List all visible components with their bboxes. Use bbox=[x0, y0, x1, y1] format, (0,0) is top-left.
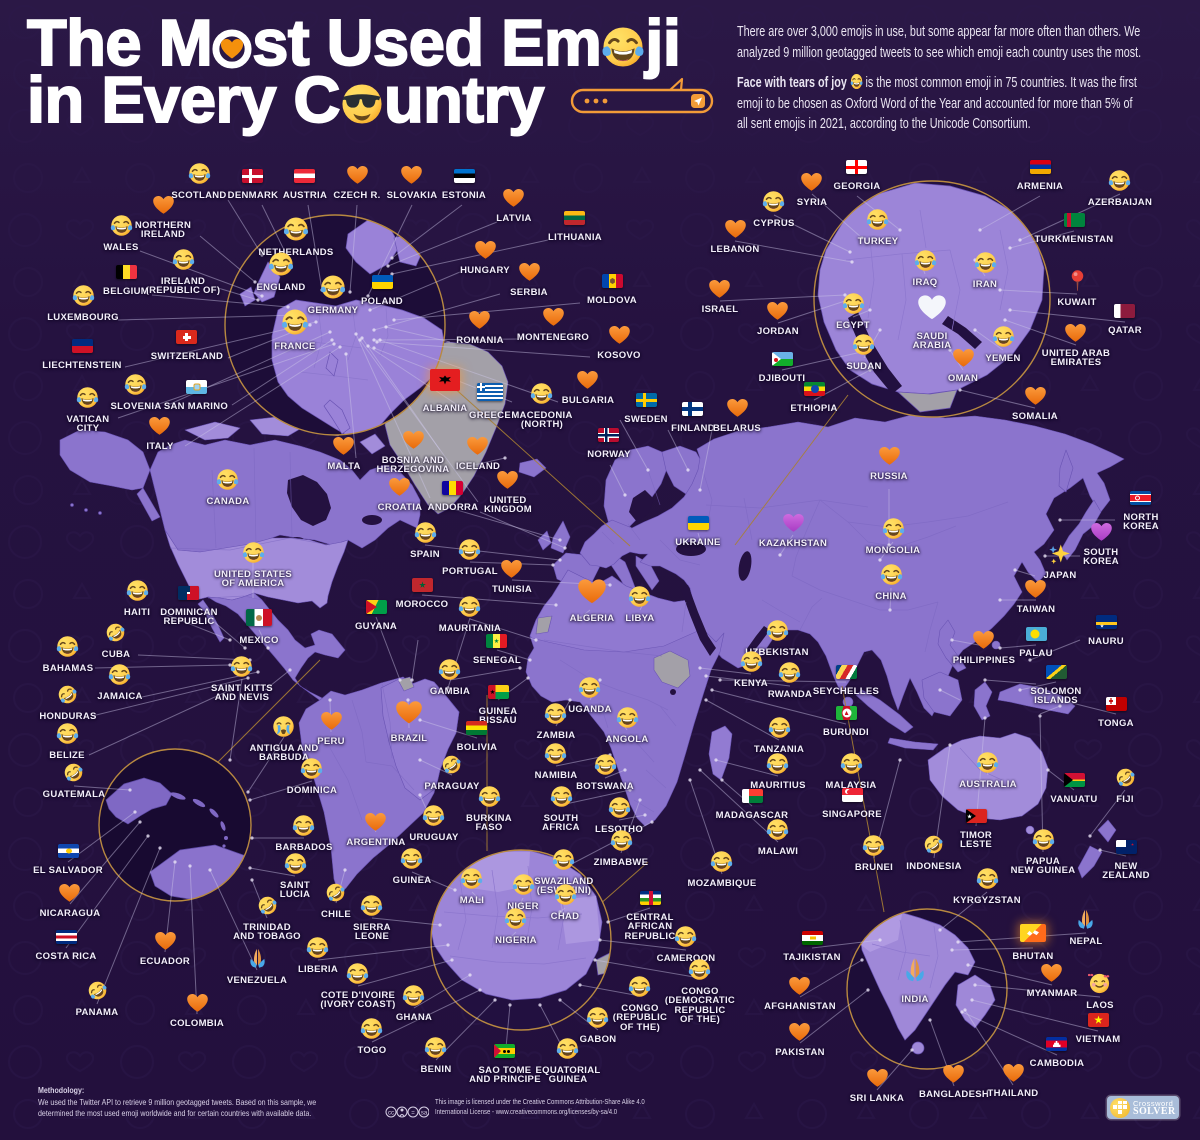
svg-text:=: = bbox=[411, 1111, 415, 1117]
svg-text:cc: cc bbox=[388, 1111, 394, 1117]
svg-text:sa: sa bbox=[421, 1111, 428, 1117]
